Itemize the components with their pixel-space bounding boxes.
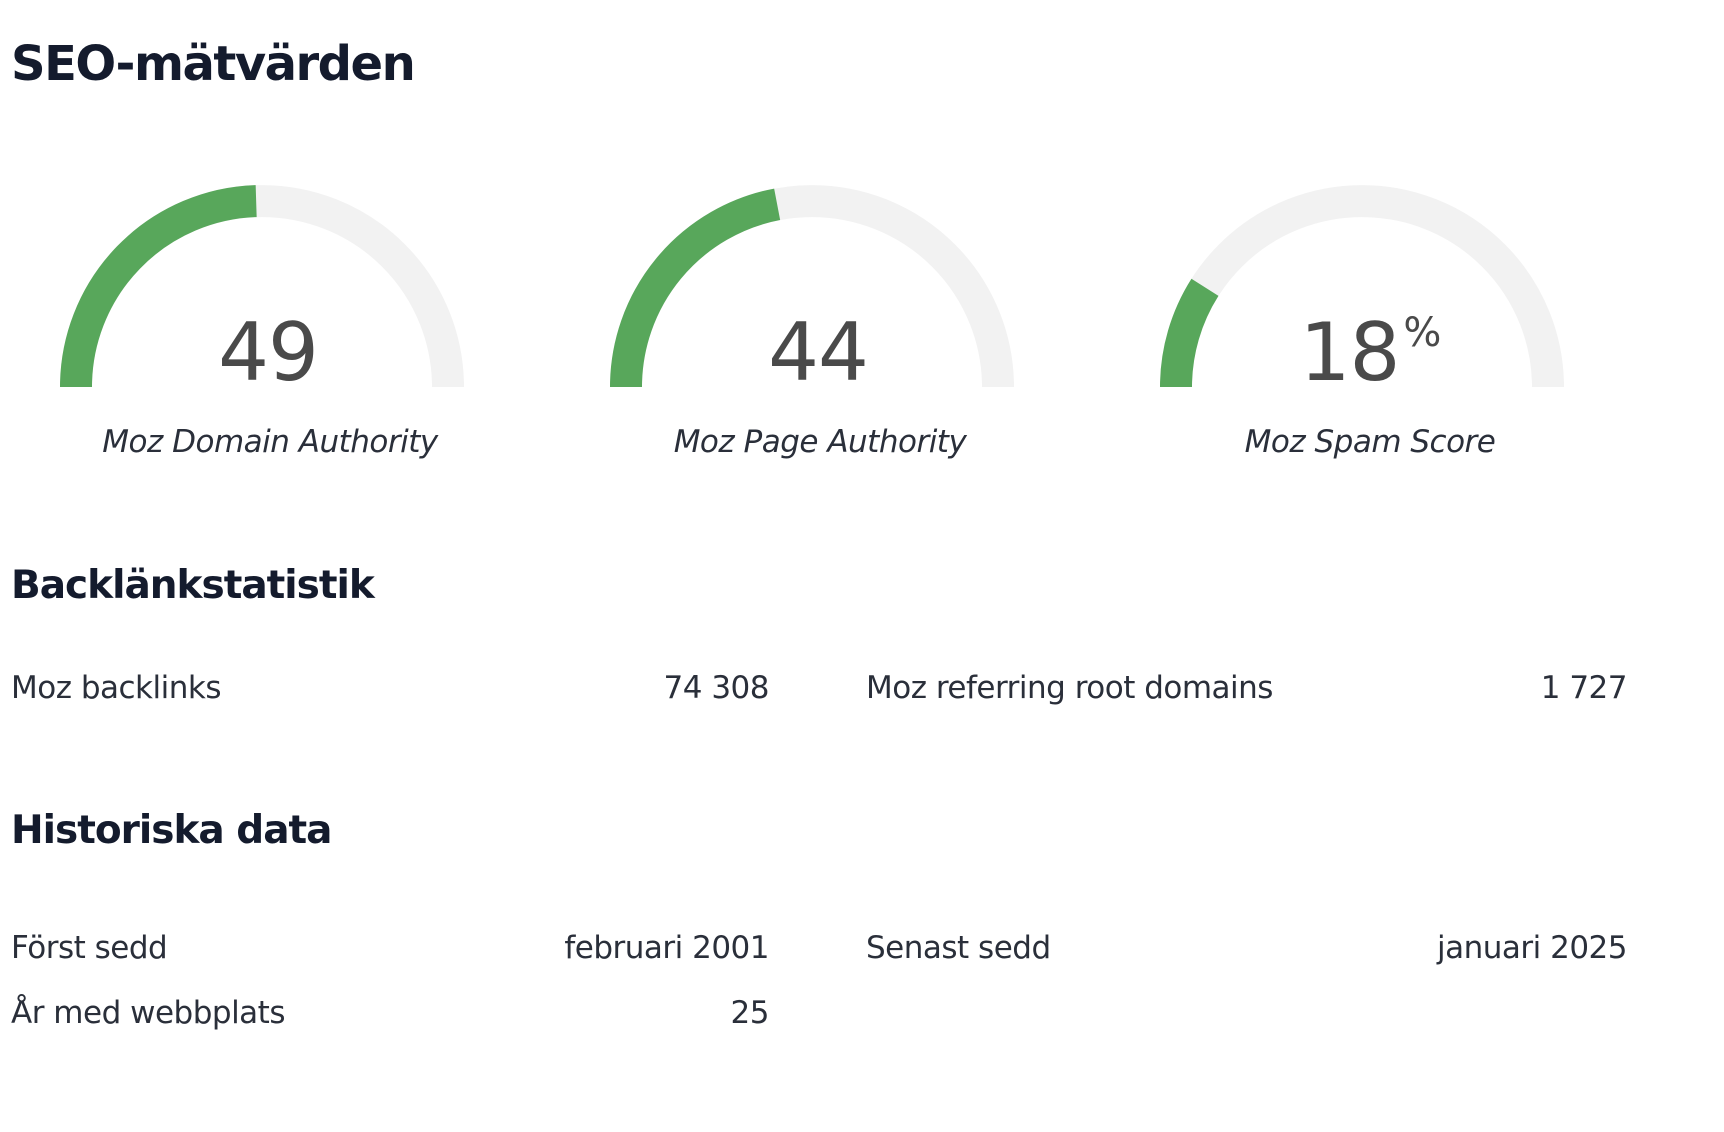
- history-heading: Historiska data: [11, 808, 332, 853]
- domain-authority-gauge-arc-fill: [60, 185, 257, 388]
- referring-domains-value: 1 727: [1540, 670, 1628, 706]
- referring-domains-row: Moz referring root domains 1 727: [866, 666, 1628, 710]
- page-authority-gauge-arc: [610, 185, 1014, 388]
- moz-backlinks-label: Moz backlinks: [11, 670, 222, 706]
- spam-score-suffix: %: [1403, 310, 1441, 356]
- referring-domains-label: Moz referring root domains: [866, 670, 1273, 706]
- years-row: År med webbplats 25: [11, 991, 770, 1035]
- years-label: År med webbplats: [11, 995, 285, 1031]
- spam-score-number: 18: [1299, 306, 1401, 399]
- last-seen-value: januari 2025: [1436, 930, 1628, 966]
- page-authority-value: 44: [610, 313, 1030, 393]
- page-authority-gauge: 44 Moz Page Authority: [610, 180, 1030, 480]
- spam-score-gauge: 18% Moz Spam Score: [1160, 180, 1580, 480]
- moz-backlinks-row: Moz backlinks 74 308: [11, 666, 770, 710]
- spam-score-label: Moz Spam Score: [1244, 424, 1496, 460]
- last-seen-label: Senast sedd: [866, 930, 1051, 966]
- first-seen-value: februari 2001: [564, 930, 769, 966]
- moz-backlinks-value: 74 308: [663, 670, 770, 706]
- spam-score-gauge-arc-fill: [1160, 278, 1219, 388]
- page-title: SEO-mätvärden: [11, 36, 416, 92]
- page-authority-gauge-arc-fill: [610, 188, 781, 388]
- first-seen-row: Först sedd februari 2001: [11, 926, 769, 970]
- spam-score-gauge-arc: [1160, 185, 1564, 388]
- years-value: 25: [730, 995, 770, 1031]
- page-authority-number: 44: [768, 306, 869, 399]
- last-seen-row: Senast sedd januari 2025: [866, 926, 1628, 970]
- domain-authority-label: Moz Domain Authority: [102, 424, 438, 460]
- domain-authority-number: 49: [218, 306, 319, 399]
- spam-score-value: 18%: [1160, 313, 1580, 393]
- domain-authority-value: 49: [60, 313, 480, 393]
- domain-authority-gauge: 49 Moz Domain Authority: [60, 180, 480, 480]
- domain-authority-gauge-arc: [60, 185, 464, 388]
- first-seen-label: Först sedd: [11, 930, 168, 966]
- page-authority-label: Moz Page Authority: [673, 424, 967, 460]
- backlinks-heading: Backlänkstatistik: [11, 563, 375, 608]
